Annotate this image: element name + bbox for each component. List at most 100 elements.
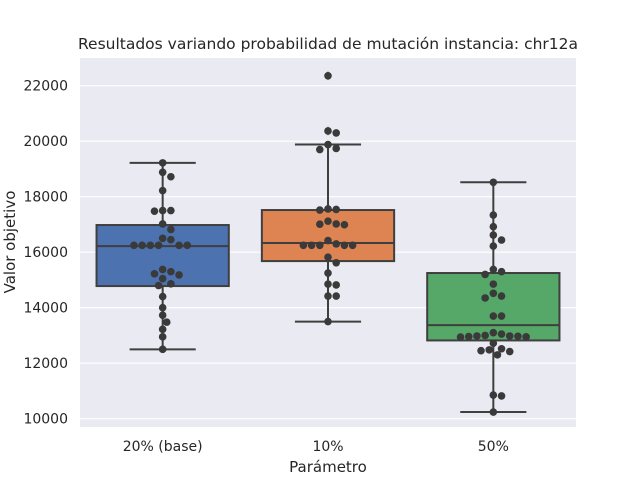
- swarm-points: [130, 71, 530, 416]
- x-tick-labels: 20% (base) 10% 50%: [123, 439, 509, 455]
- data-point: [485, 346, 494, 354]
- data-point: [332, 129, 341, 137]
- y-tick-label: 16000: [23, 245, 68, 261]
- data-point: [167, 235, 175, 244]
- data-point: [505, 332, 514, 340]
- data-point: [324, 280, 332, 288]
- data-point: [324, 269, 332, 277]
- data-point: [489, 408, 498, 416]
- data-point: [154, 241, 163, 250]
- x-tick-label: 20% (base): [123, 439, 203, 455]
- x-axis-label: Parámetro: [289, 458, 367, 476]
- data-point: [332, 144, 341, 153]
- data-point: [324, 127, 332, 135]
- data-point: [158, 274, 167, 283]
- data-point: [158, 206, 167, 215]
- data-point: [316, 241, 324, 250]
- data-point: [158, 234, 167, 243]
- data-point: [348, 241, 357, 250]
- data-point: [175, 271, 183, 279]
- data-point: [514, 332, 522, 341]
- data-point: [497, 236, 506, 244]
- data-point: [158, 345, 167, 354]
- x-tick-label: 50%: [478, 439, 509, 455]
- data-point: [489, 178, 498, 187]
- data-point: [464, 332, 473, 341]
- y-tick-label: 14000: [23, 301, 68, 317]
- data-point: [324, 292, 332, 300]
- data-point: [505, 347, 514, 356]
- data-point: [316, 145, 324, 154]
- data-point: [340, 241, 349, 250]
- data-point: [332, 258, 341, 267]
- data-point: [150, 270, 159, 278]
- data-point: [497, 330, 506, 338]
- y-tick-label: 18000: [23, 190, 68, 206]
- y-tick-label: 22000: [23, 79, 68, 95]
- y-axis-label: Valor objetivo: [1, 191, 19, 294]
- data-point: [489, 231, 498, 239]
- data-point: [332, 240, 341, 248]
- data-point: [167, 225, 175, 234]
- data-point: [456, 333, 465, 341]
- data-point: [324, 71, 332, 80]
- data-point: [138, 241, 146, 250]
- data-point: [307, 241, 316, 250]
- data-point: [481, 294, 489, 302]
- data-point: [316, 220, 324, 228]
- data-point: [130, 241, 138, 250]
- data-point: [497, 392, 506, 400]
- y-tick-label: 12000: [23, 356, 68, 372]
- data-point: [489, 265, 498, 274]
- data-point: [497, 292, 506, 300]
- data-point: [324, 317, 332, 326]
- data-point: [158, 168, 167, 177]
- data-point: [489, 222, 498, 231]
- data-point: [477, 346, 485, 355]
- chart-title: Resultados variando probabilidad de muta…: [78, 35, 578, 53]
- data-point: [158, 159, 167, 167]
- data-point: [473, 332, 481, 340]
- data-point: [497, 312, 506, 320]
- data-point: [324, 217, 332, 225]
- data-point: [299, 241, 308, 250]
- data-point: [340, 220, 349, 229]
- data-point: [332, 205, 341, 214]
- data-point: [522, 333, 530, 341]
- data-point: [167, 206, 175, 215]
- y-tick-labels: 10000 12000 14000 16000 18000 20000 22000: [23, 79, 68, 428]
- data-point: [183, 241, 192, 250]
- data-point: [158, 311, 167, 319]
- x-tick-label: 10%: [312, 439, 343, 455]
- data-point: [489, 328, 498, 337]
- data-point: [154, 281, 163, 290]
- data-point: [158, 292, 167, 301]
- data-point: [158, 186, 167, 195]
- data-point: [324, 236, 332, 245]
- data-point: [324, 253, 332, 262]
- data-point: [489, 312, 498, 320]
- data-point: [146, 241, 155, 250]
- data-point: [158, 333, 167, 341]
- data-point: [497, 344, 506, 353]
- data-point: [481, 331, 489, 340]
- y-tick-label: 10000: [23, 412, 68, 428]
- data-point: [162, 318, 171, 326]
- data-point: [489, 289, 498, 298]
- data-point: [489, 280, 498, 288]
- data-point: [489, 339, 498, 348]
- data-point: [497, 267, 506, 276]
- data-point: [324, 140, 332, 149]
- data-point: [316, 206, 324, 214]
- data-point: [150, 207, 159, 215]
- data-point: [481, 270, 489, 279]
- data-point: [167, 280, 175, 288]
- data-point: [332, 292, 341, 300]
- data-point: [167, 267, 175, 276]
- data-point: [332, 281, 341, 289]
- data-point: [175, 241, 183, 250]
- data-point: [489, 242, 498, 250]
- data-point: [489, 391, 498, 399]
- data-point: [158, 303, 167, 312]
